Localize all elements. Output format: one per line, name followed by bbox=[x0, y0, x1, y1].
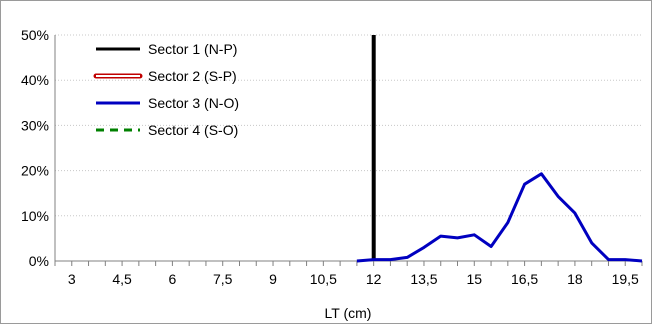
x-axis-label: LT (cm) bbox=[325, 305, 372, 321]
x-tick-label: 13,5 bbox=[410, 271, 437, 287]
x-tick-label: 16,5 bbox=[511, 271, 538, 287]
x-tick-label: 19,5 bbox=[612, 271, 639, 287]
y-tick-label: 50% bbox=[21, 27, 49, 43]
series-line-3 bbox=[356, 172, 643, 263]
y-tick-label: 20% bbox=[21, 163, 49, 179]
x-tick-label: 18 bbox=[567, 271, 583, 287]
axes: 0% 10% 20% 30% 40% 50% 3 4,5 6 7,5 9 10,5 12 13,5 15 16… bbox=[21, 27, 643, 287]
y-tick-label: 10% bbox=[21, 208, 49, 224]
x-tick-label: 6 bbox=[169, 271, 177, 287]
x-tick-label: 4,5 bbox=[112, 271, 132, 287]
x-tick-label: 10,5 bbox=[310, 271, 337, 287]
x-tick-label: 12 bbox=[366, 271, 382, 287]
x-tick-label: 7,5 bbox=[213, 271, 233, 287]
legend-label-3: Sector 3 (N-O) bbox=[148, 95, 239, 111]
y-tick-label: 30% bbox=[21, 117, 49, 133]
legend-label-4: Sector 4 (S-O) bbox=[148, 122, 238, 138]
legend: Sector 1 (N-P) Sector 2 (S-P) Sector 3 (N-… bbox=[93, 41, 239, 138]
y-tick-label: 0% bbox=[29, 253, 49, 269]
y-tick-label: 40% bbox=[21, 72, 49, 88]
legend-label-2: Sector 2 (S-P) bbox=[148, 68, 237, 84]
gridlines bbox=[55, 34, 642, 217]
x-tick-label: 3 bbox=[68, 271, 76, 287]
x-tick-label: 9 bbox=[269, 271, 277, 287]
x-tick-label: 15 bbox=[466, 271, 482, 287]
legend-label-1: Sector 1 (N-P) bbox=[148, 41, 237, 57]
series-lines bbox=[356, 35, 643, 263]
